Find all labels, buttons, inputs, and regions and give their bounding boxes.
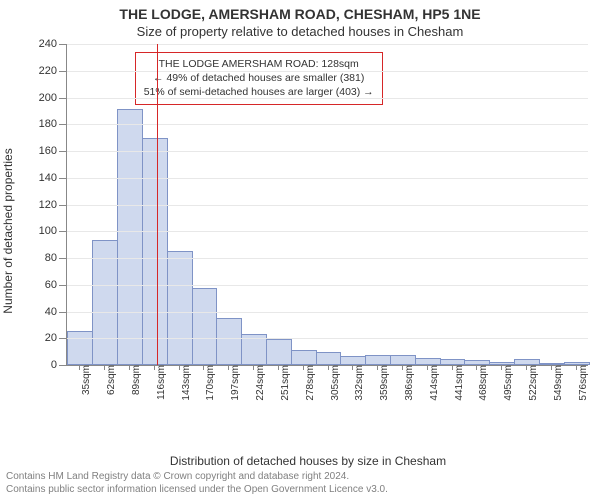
chart-title: THE LODGE, AMERSHAM ROAD, CHESHAM, HP5 1… [0, 0, 600, 22]
x-tick-label: 143sqm [175, 365, 192, 401]
x-tick-label: 197sqm [224, 365, 241, 401]
grid-line [67, 338, 588, 339]
y-axis-label: Number of detached properties [1, 148, 15, 313]
footer-line: Contains public sector information licen… [6, 483, 594, 496]
grid-line [67, 231, 588, 232]
chart-container: THE LODGE, AMERSHAM ROAD, CHESHAM, HP5 1… [0, 0, 600, 500]
y-tick-label: 20 [45, 332, 67, 344]
y-tick-label: 120 [39, 199, 67, 211]
marker-line [157, 44, 158, 365]
x-tick-label: 251sqm [274, 365, 291, 401]
y-tick-label: 160 [39, 145, 67, 157]
x-tick-label: 359sqm [373, 365, 390, 401]
grid-line [67, 205, 588, 206]
y-tick-label: 140 [39, 172, 67, 184]
x-tick-label: 89sqm [125, 365, 142, 395]
grid-line [67, 258, 588, 259]
bar [415, 358, 441, 365]
bar [316, 352, 342, 365]
bar [216, 318, 242, 365]
y-tick-label: 100 [39, 225, 67, 237]
x-tick-label: 332sqm [348, 365, 365, 401]
plot-region: 35sqm62sqm89sqm116sqm143sqm170sqm197sqm2… [66, 44, 588, 366]
chart-area: Number of detached properties 35sqm62sqm… [24, 44, 592, 418]
x-tick-label: 224sqm [249, 365, 266, 401]
x-tick-label: 468sqm [472, 365, 489, 401]
x-tick-label: 116sqm [150, 365, 167, 400]
y-tick-label: 220 [39, 65, 67, 77]
x-tick-label: 305sqm [324, 365, 341, 401]
grid-line [67, 312, 588, 313]
bar [142, 138, 168, 365]
attribution-footer: Contains HM Land Registry data © Crown c… [6, 470, 594, 496]
x-tick-label: 576sqm [572, 365, 589, 401]
chart-subtitle: Size of property relative to detached ho… [0, 22, 600, 39]
annotation-line: THE LODGE AMERSHAM ROAD: 128sqm [144, 57, 374, 71]
y-tick-label: 80 [45, 252, 67, 264]
grid-line [67, 178, 588, 179]
footer-line: Contains HM Land Registry data © Crown c… [6, 470, 594, 483]
y-tick-label: 40 [45, 306, 67, 318]
bar [365, 355, 391, 365]
x-tick-label: 441sqm [448, 365, 465, 401]
bar [117, 109, 143, 365]
bar [266, 339, 292, 365]
bar [340, 356, 366, 365]
y-tick-label: 200 [39, 92, 67, 104]
grid-line [67, 98, 588, 99]
x-axis-label: Distribution of detached houses by size … [24, 454, 592, 468]
y-tick-label: 60 [45, 279, 67, 291]
bar [67, 331, 93, 365]
x-tick-label: 35sqm [75, 365, 92, 395]
grid-line [67, 285, 588, 286]
grid-line [67, 71, 588, 72]
bar [167, 251, 193, 365]
bar [390, 355, 416, 365]
x-tick-label: 278sqm [299, 365, 316, 401]
x-tick-label: 414sqm [423, 365, 440, 401]
bar [291, 350, 317, 365]
x-tick-label: 495sqm [497, 365, 514, 401]
annotation-line: ← 49% of detached houses are smaller (38… [144, 71, 374, 85]
y-tick-label: 0 [51, 359, 67, 371]
y-tick-label: 240 [39, 38, 67, 50]
x-tick-label: 549sqm [547, 365, 564, 401]
x-tick-label: 522sqm [522, 365, 539, 401]
x-tick-label: 386sqm [398, 365, 415, 401]
grid-line [67, 124, 588, 125]
x-tick-label: 62sqm [100, 365, 117, 395]
grid-line [67, 44, 588, 45]
bar [192, 288, 218, 365]
x-tick-label: 170sqm [199, 365, 216, 401]
y-tick-label: 180 [39, 118, 67, 130]
grid-line [67, 151, 588, 152]
